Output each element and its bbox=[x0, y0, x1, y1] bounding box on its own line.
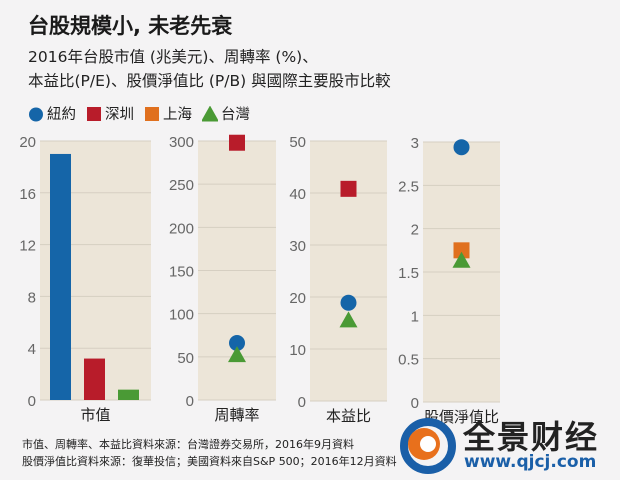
legend-label: 台灣 bbox=[221, 107, 250, 123]
legend-item: 台灣 bbox=[202, 103, 250, 124]
point-上海 bbox=[453, 242, 470, 259]
y-tick-label: 100 bbox=[169, 307, 194, 324]
charts-area: 048121620市值050100150200250300周轉率01020304… bbox=[19, 134, 500, 426]
panel-1: 0 4 8 12 16 20 市值 bbox=[19, 134, 151, 424]
watermark-url: www.qjcj.com bbox=[464, 452, 597, 472]
y-tick-label: 1 bbox=[411, 308, 419, 325]
point-台灣 bbox=[339, 311, 358, 328]
triangle-marker-icon bbox=[202, 105, 218, 121]
legend: 紐約 深圳 上海 台灣 bbox=[28, 103, 256, 124]
x-axis-label: 周轉率 bbox=[214, 406, 259, 424]
x-axis-label: 股價淨值比 bbox=[424, 408, 499, 426]
watermark-logo: 全景财经 www.qjcj.com bbox=[398, 412, 618, 478]
legend-label: 上海 bbox=[163, 107, 192, 123]
y-tick-label: 300 bbox=[169, 134, 194, 151]
point-台灣 bbox=[228, 346, 246, 363]
watermark-name: 全景财经 bbox=[463, 418, 600, 456]
source-note-2: 股價淨值比資料來源：復華投信；美國資料來自S&P 500；2016年12月資料 bbox=[22, 455, 397, 468]
y-tick-label: 0 bbox=[28, 393, 36, 410]
y-tick-label: 200 bbox=[169, 220, 194, 237]
bar-台灣 bbox=[118, 389, 139, 400]
y-tick-label: 16 bbox=[19, 186, 36, 203]
point-紐約 bbox=[340, 294, 357, 311]
y-tick-label: 8 bbox=[28, 289, 36, 306]
legend-label: 紐約 bbox=[47, 107, 76, 123]
source-note-1: 市值、周轉率、本益比資料來源：台灣證券交易所，2016年9月資料 bbox=[22, 438, 354, 451]
y-tick-label: 12 bbox=[19, 238, 36, 255]
y-tick-label: 2.5 bbox=[398, 178, 419, 195]
legend-item: 深圳 bbox=[86, 103, 134, 124]
legend-marker bbox=[29, 107, 43, 121]
panel-3: 0 10 20 30 40 50 本益比 bbox=[289, 134, 387, 425]
legend-marker bbox=[145, 106, 159, 121]
y-tick-label: 4 bbox=[28, 341, 36, 358]
y-tick-label: 10 bbox=[289, 342, 306, 359]
y-tick-label: 20 bbox=[19, 134, 36, 151]
point-深圳 bbox=[229, 134, 245, 151]
legend-item: 紐約 bbox=[28, 103, 76, 124]
y-tick-label: 30 bbox=[289, 238, 306, 255]
circle-marker-icon bbox=[29, 107, 43, 121]
panel-2: 0 50 100 150 200 250 300 周轉率 bbox=[169, 134, 276, 424]
chart-subtitle-line2: 本益比(P/E)、股價淨值比 (P/B) 與國際主要股市比較 bbox=[28, 72, 391, 90]
y-tick-label: 50 bbox=[177, 350, 194, 367]
panel-4: 0 0.5 1 1.5 2 2.5 3 股價淨值比 bbox=[398, 135, 500, 426]
y-tick-label: 150 bbox=[169, 264, 194, 281]
y-tick-label: 2 bbox=[411, 222, 419, 239]
legend-item: 上海 bbox=[144, 103, 192, 124]
y-tick-label: 0 bbox=[411, 395, 419, 412]
y-tick-label: 250 bbox=[169, 177, 194, 194]
y-tick-label: 40 bbox=[289, 186, 306, 203]
y-tick-label: 0 bbox=[298, 394, 306, 411]
x-axis-label: 本益比 bbox=[326, 407, 371, 425]
bar-紐約 bbox=[50, 153, 71, 400]
y-tick-label: 0 bbox=[186, 393, 194, 410]
square-marker-icon bbox=[145, 106, 159, 121]
chart-title: 台股規模小, 未老先衰 bbox=[28, 14, 233, 38]
legend-label: 深圳 bbox=[105, 107, 134, 123]
point-紐約 bbox=[229, 335, 245, 352]
plot-background bbox=[310, 141, 387, 401]
point-紐約 bbox=[453, 139, 470, 156]
bar-深圳 bbox=[84, 358, 105, 400]
y-tick-label: 50 bbox=[289, 134, 306, 151]
x-axis-label: 市值 bbox=[80, 406, 110, 424]
point-深圳 bbox=[340, 180, 357, 197]
watermark-logo-icon bbox=[400, 418, 456, 474]
legend-marker bbox=[87, 106, 101, 121]
legend-marker bbox=[202, 105, 218, 121]
chart-subtitle-line1: 2016年台股市值 (兆美元)、周轉率 (%)、 bbox=[28, 48, 318, 66]
square-marker-icon bbox=[87, 106, 101, 121]
point-台灣 bbox=[452, 251, 471, 268]
y-tick-label: 3 bbox=[411, 135, 419, 152]
y-tick-label: 20 bbox=[289, 290, 306, 307]
y-tick-label: 0.5 bbox=[398, 352, 419, 369]
y-tick-label: 1.5 bbox=[398, 265, 419, 282]
